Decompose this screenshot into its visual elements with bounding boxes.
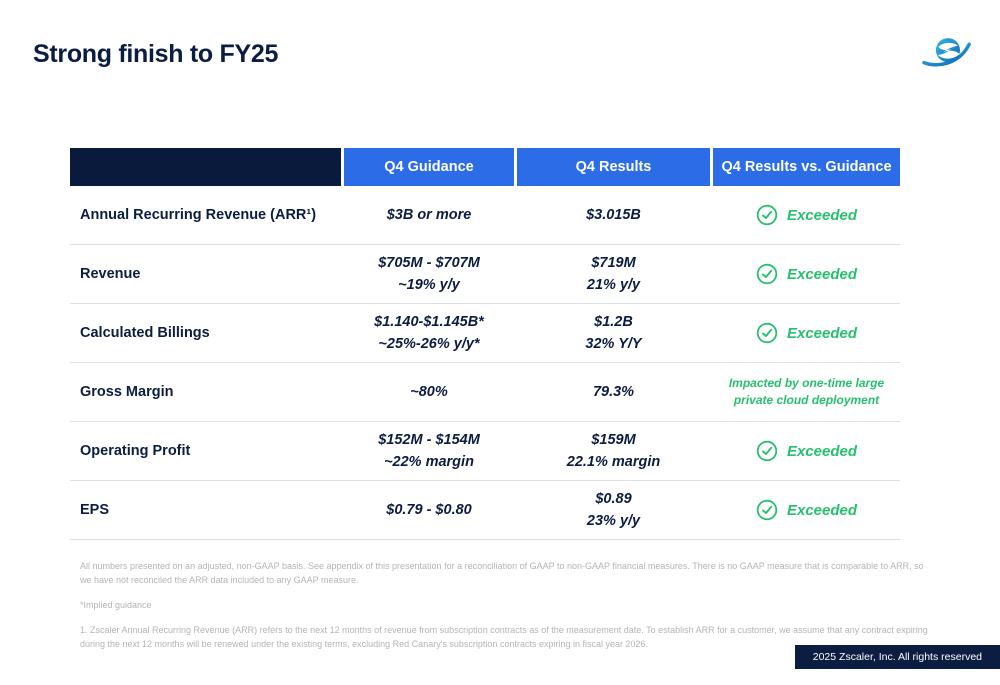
guidance-value: $152M - $154M ~22% margin	[378, 431, 480, 470]
results-value: $1.2B 32% Y/Y	[585, 313, 642, 352]
check-circle-icon	[756, 263, 778, 285]
status-label: Exceeded	[786, 442, 858, 460]
table-header-vs-guidance: Q4 Results vs. Guidance	[713, 148, 900, 186]
status-label: Exceeded	[786, 265, 858, 283]
results-value: 79.3%	[592, 383, 635, 400]
guidance-value: $705M - $707M ~19% y/y	[378, 254, 480, 293]
results-value: $3.015B	[586, 206, 641, 223]
table-row-gross-margin: Gross Margin ~80% 79.3% Impacted by one-…	[70, 363, 900, 422]
status-cell: Exceeded	[713, 481, 900, 539]
footnote-non-gaap: All numbers presented on an adjusted, no…	[80, 561, 924, 585]
table-row-billings: Calculated Billings $1.140-$1.145B* ~25%…	[70, 304, 900, 363]
status-note: Impacted by one-time large private cloud…	[728, 375, 885, 407]
guidance-value: ~80%	[410, 383, 448, 400]
copyright-bar: 2025 Zscaler, Inc. All rights reserved	[794, 645, 1000, 669]
status-cell: Exceeded	[713, 245, 900, 303]
footnote-arr-definition: 1. Zscaler Annual Recurring Revenue (ARR…	[80, 624, 928, 649]
row-label: Operating Profit	[80, 443, 191, 459]
status-cell: Exceeded	[713, 186, 900, 244]
row-label: Annual Recurring Revenue (ARR¹)	[80, 207, 317, 223]
table-header-blank	[70, 148, 341, 186]
guidance-value: $1.140-$1.145B* ~25%-26% y/y*	[374, 313, 484, 352]
table-row-operating-profit: Operating Profit $152M - $154M ~22% marg…	[70, 422, 900, 481]
row-label: Gross Margin	[80, 384, 174, 400]
status-label: Exceeded	[786, 501, 858, 519]
results-value: $719M 21% y/y	[586, 254, 641, 293]
row-label: EPS	[80, 502, 110, 518]
check-circle-icon	[756, 499, 778, 521]
table-row-revenue: Revenue $705M - $707M ~19% y/y $719M 21%…	[70, 245, 900, 304]
status-label: Exceeded	[786, 206, 858, 224]
check-circle-icon	[756, 440, 778, 462]
table-row-arr: Annual Recurring Revenue (ARR¹) $3B or m…	[70, 186, 900, 245]
results-value: $0.89 23% y/y	[586, 490, 641, 529]
footnote-implied-guidance: *Implied guidance	[80, 599, 152, 610]
table-row-eps: EPS $0.79 - $0.80 $0.89 23% y/y Exceeded	[70, 481, 900, 540]
status-cell: Exceeded	[713, 304, 900, 362]
page-title: Strong finish to FY25	[33, 40, 279, 68]
zscaler-logo	[922, 36, 972, 70]
row-label: Calculated Billings	[80, 325, 210, 341]
results-table: Q4 Guidance Q4 Results Q4 Results vs. Gu…	[70, 148, 900, 540]
guidance-value: $0.79 - $0.80	[386, 501, 472, 518]
footnotes: All numbers presented on an adjusted, no…	[80, 560, 934, 663]
table-header-guidance: Q4 Guidance	[344, 148, 514, 186]
status-cell: Exceeded	[713, 422, 900, 480]
table-header-row: Q4 Guidance Q4 Results Q4 Results vs. Gu…	[70, 148, 900, 186]
row-label: Revenue	[80, 266, 141, 282]
check-circle-icon	[756, 322, 778, 344]
check-circle-icon	[756, 204, 778, 226]
status-label: Exceeded	[786, 324, 858, 342]
results-value: $159M 22.1% margin	[566, 431, 661, 470]
table-header-results: Q4 Results	[517, 148, 710, 186]
guidance-value: $3B or more	[386, 206, 472, 223]
copyright-text: 2025 Zscaler, Inc. All rights reserved	[812, 651, 982, 663]
